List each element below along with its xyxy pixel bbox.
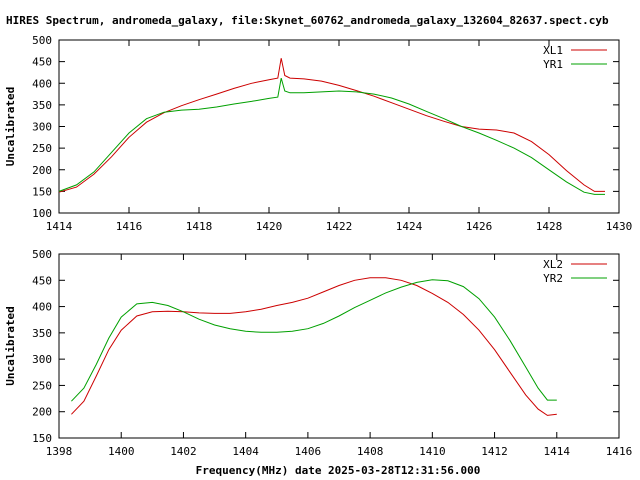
series-line-xl2	[71, 277, 557, 416]
y-tick-label: 150	[32, 432, 52, 445]
plot-frame	[58, 39, 620, 214]
x-tick-label: 1408	[357, 445, 384, 458]
y-tick-label: 450	[32, 56, 52, 69]
y-tick-label: 100	[32, 207, 52, 220]
series-line-yr2	[71, 279, 557, 402]
x-axis-label: Frequency(MHz) date 2025-03-28T12:31:56.…	[196, 464, 481, 477]
y-tick-label: 300	[32, 121, 52, 134]
y-tick-label: 350	[32, 327, 52, 340]
y-axis-label: Uncalibrated	[4, 306, 17, 385]
legend-label: XL2	[543, 258, 563, 271]
y-axis-label: Uncalibrated	[4, 87, 17, 166]
y-tick-label: 500	[32, 34, 52, 47]
y-tick-label: 250	[32, 142, 52, 155]
x-tick-label: 1412	[481, 445, 508, 458]
y-tick-label: 250	[32, 379, 52, 392]
bottom-spectrum-panel: 1398 1400 1402 1404 1406 1408 1410 1412 1414 1416…	[4, 248, 632, 458]
series-line-yr1	[58, 77, 605, 195]
x-tick-label: 1430	[606, 220, 633, 233]
x-tick-label: 1414	[544, 445, 571, 458]
y-tick-label: 200	[32, 164, 52, 177]
legend-label: YR2	[543, 272, 563, 285]
x-tick-label: 1426	[466, 220, 493, 233]
x-tick-label: 1428	[536, 220, 563, 233]
legend-label: XL1	[543, 44, 563, 57]
y-tick-label: 500	[32, 248, 52, 261]
x-tick-label: 1398	[46, 445, 73, 458]
x-tick-label: 1402	[170, 445, 197, 458]
x-tick-label: 1416	[606, 445, 633, 458]
top-spectrum-panel: 1414 1416 1418 1420 1422 1424 1426 1428 1430 100 1…	[4, 34, 632, 233]
x-tick-label: 1404	[232, 445, 259, 458]
y-tick-label: 150	[32, 185, 52, 198]
y-tick-label: 450	[32, 274, 52, 287]
x-tick-label: 1416	[116, 220, 143, 233]
x-tick-label: 1418	[186, 220, 213, 233]
y-tick-label: 350	[32, 99, 52, 112]
y-tick-label: 200	[32, 406, 52, 419]
y-tick-label: 400	[32, 301, 52, 314]
y-tick-label: 400	[32, 77, 52, 90]
y-tick-label: 300	[32, 353, 52, 366]
x-tick-label: 1420	[256, 220, 283, 233]
x-tick-label: 1406	[295, 445, 322, 458]
x-tick-label: 1410	[419, 445, 446, 458]
figure-title: HIRES Spectrum, andromeda_galaxy, file:S…	[6, 14, 609, 27]
legend-label: YR1	[543, 58, 563, 71]
x-tick-label: 1414	[46, 220, 73, 233]
x-tick-label: 1400	[108, 445, 135, 458]
series-line-xl1	[58, 58, 605, 193]
x-tick-label: 1424	[396, 220, 423, 233]
x-tick-label: 1422	[326, 220, 353, 233]
plot-frame	[58, 253, 620, 439]
